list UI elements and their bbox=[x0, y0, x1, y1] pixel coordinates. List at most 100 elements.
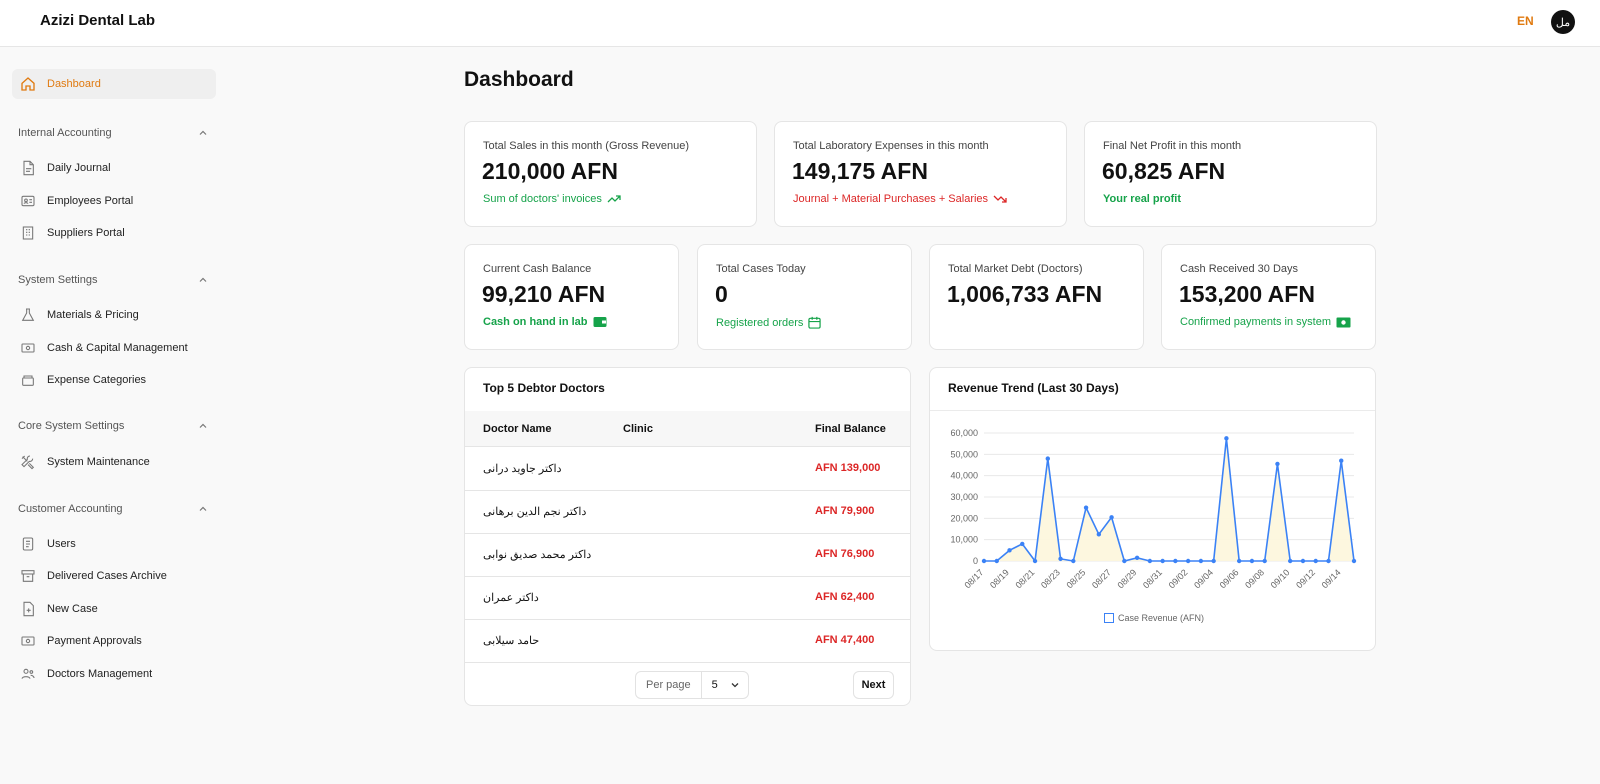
clipboard-icon bbox=[19, 535, 37, 553]
final-balance: AFN 76,900 bbox=[815, 548, 875, 560]
data-point bbox=[981, 558, 987, 564]
sidebar-item-label: System Maintenance bbox=[47, 456, 150, 468]
data-point bbox=[1083, 505, 1089, 510]
id-card-icon bbox=[19, 192, 37, 210]
stat-value: 153,200 AFN bbox=[1179, 281, 1315, 307]
sidebar-item-dashboard[interactable]: Dashboard bbox=[12, 69, 216, 99]
sidebar-item-employees-portal[interactable]: Employees Portal bbox=[12, 186, 216, 216]
stat-note: Journal + Material Purchases + Salaries bbox=[793, 193, 1007, 205]
panel-title: Revenue Trend (Last 30 Days) bbox=[948, 381, 1119, 395]
data-point bbox=[1109, 515, 1114, 520]
column-header-doctor-name[interactable]: Doctor Name bbox=[483, 423, 552, 435]
doctor-name: حامد سیلابی bbox=[483, 635, 540, 647]
stat-note-text: Confirmed payments in system bbox=[1180, 316, 1331, 328]
data-point bbox=[1122, 558, 1127, 564]
x-tick-label: 08/23 bbox=[1039, 567, 1062, 590]
sidebar-item-suppliers-portal[interactable]: Suppliers Portal bbox=[12, 218, 216, 248]
language-switch[interactable]: EN bbox=[1517, 14, 1534, 28]
section-customer-accounting[interactable]: Customer Accounting bbox=[18, 503, 208, 515]
data-point bbox=[1313, 558, 1318, 564]
data-point bbox=[1071, 558, 1076, 564]
stat-label: Cash Received 30 Days bbox=[1180, 263, 1299, 275]
calendar-icon bbox=[808, 316, 822, 329]
section-internal-accounting[interactable]: Internal Accounting bbox=[18, 127, 208, 139]
sidebar-item-users[interactable]: Users bbox=[12, 529, 216, 559]
table-row[interactable]: داکتر جاوید درانی AFN 139,000 bbox=[465, 448, 910, 491]
home-icon bbox=[19, 75, 37, 93]
sidebar-item-label: Doctors Management bbox=[47, 668, 153, 680]
sidebar-item-materials-pricing[interactable]: Materials & Pricing bbox=[12, 300, 216, 330]
x-tick-label: 09/10 bbox=[1269, 567, 1292, 590]
top-bar: Azizi Dental Lab EN مل bbox=[0, 0, 1600, 47]
data-point bbox=[1262, 558, 1267, 564]
stat-label: Total Sales in this month (Gross Revenue… bbox=[483, 140, 690, 152]
stat-card-lab-expenses: Total Laboratory Expenses in this month … bbox=[774, 121, 1067, 227]
stat-card-cases-today: Total Cases Today 0 Registered orders bbox=[697, 244, 912, 350]
sidebar-item-doctors-management[interactable]: Doctors Management bbox=[12, 659, 216, 689]
data-point bbox=[1147, 558, 1153, 564]
per-page-control: Per page 5 bbox=[635, 671, 749, 699]
data-point bbox=[1339, 458, 1344, 463]
stat-card-market-debt: Total Market Debt (Doctors) 1,006,733 AF… bbox=[929, 244, 1144, 350]
doctor-name: داکتر نجم الدین برهانی bbox=[483, 506, 587, 518]
table-row[interactable]: داکتر نجم الدین برهانی AFN 79,900 bbox=[465, 491, 910, 534]
y-tick-label: 30,000 bbox=[950, 492, 978, 502]
data-point bbox=[1249, 558, 1255, 564]
section-system-settings[interactable]: System Settings bbox=[18, 274, 208, 286]
stat-value: 149,175 AFN bbox=[792, 158, 928, 184]
stat-value: 0 bbox=[715, 281, 728, 307]
debtors-panel: Top 5 Debtor Doctors Doctor Name Clinic … bbox=[464, 367, 911, 706]
column-header-final-balance[interactable]: Final Balance bbox=[815, 423, 886, 435]
chevron-up-icon bbox=[199, 506, 207, 511]
app-brand[interactable]: Azizi Dental Lab bbox=[40, 12, 156, 29]
table-row[interactable]: داکتر عمران AFN 62,400 bbox=[465, 577, 910, 620]
column-header-clinic[interactable]: Clinic bbox=[623, 423, 653, 435]
doctor-name: داکتر عمران bbox=[483, 592, 539, 604]
y-tick-label: 20,000 bbox=[950, 513, 978, 523]
y-tick-label: 60,000 bbox=[950, 428, 978, 438]
section-core-system-settings[interactable]: Core System Settings bbox=[18, 420, 208, 432]
layers-icon bbox=[19, 371, 37, 389]
sidebar-item-payment-approvals[interactable]: Payment Approvals bbox=[12, 626, 216, 656]
table-row[interactable]: داکتر محمد صدیق نوابی AFN 76,900 bbox=[465, 534, 910, 577]
file-plus-icon bbox=[19, 600, 37, 618]
x-tick-label: 08/17 bbox=[962, 567, 985, 590]
x-tick-label: 09/02 bbox=[1167, 567, 1190, 590]
chart-legend[interactable]: Case Revenue (AFN) bbox=[1104, 613, 1204, 623]
sidebar-item-new-case[interactable]: New Case bbox=[12, 594, 216, 624]
wallet-icon bbox=[593, 317, 607, 327]
y-tick-label: 10,000 bbox=[950, 535, 978, 545]
sidebar-item-delivered-cases-archive[interactable]: Delivered Cases Archive bbox=[12, 561, 216, 591]
sidebar-item-label: New Case bbox=[47, 603, 98, 615]
next-page-button[interactable]: Next bbox=[853, 671, 894, 699]
table-row[interactable]: حامد سیلابی AFN 47,400 bbox=[465, 620, 910, 663]
data-point bbox=[1300, 558, 1306, 564]
stat-card-net-profit: Final Net Profit in this month 60,825 AF… bbox=[1084, 121, 1377, 227]
doctor-name: داکتر محمد صدیق نوابی bbox=[483, 549, 592, 561]
per-page-select[interactable]: 5 bbox=[702, 679, 748, 691]
avatar[interactable]: مل bbox=[1551, 10, 1575, 34]
section-title: Core System Settings bbox=[18, 420, 125, 432]
sidebar-item-daily-journal[interactable]: Daily Journal bbox=[12, 153, 216, 183]
data-point bbox=[1326, 558, 1331, 564]
stat-value: 99,210 AFN bbox=[482, 281, 606, 307]
data-point bbox=[1032, 558, 1038, 564]
section-title: Customer Accounting bbox=[18, 503, 123, 515]
stat-note: Sum of doctors' invoices bbox=[483, 193, 621, 205]
stat-note: Confirmed payments in system bbox=[1180, 316, 1351, 328]
data-point bbox=[1224, 436, 1229, 441]
users-icon bbox=[19, 665, 37, 683]
chevron-up-icon bbox=[199, 130, 207, 135]
per-page-value: 5 bbox=[711, 679, 718, 691]
data-point bbox=[994, 558, 999, 564]
y-tick-label: 0 bbox=[973, 556, 978, 566]
sidebar-item-expense-categories[interactable]: Expense Categories bbox=[12, 365, 216, 395]
x-tick-label: 08/19 bbox=[988, 567, 1011, 590]
doctor-name: داکتر جاوید درانی bbox=[483, 463, 562, 475]
sidebar: Dashboard Internal Accounting Daily Jour… bbox=[0, 48, 228, 784]
sidebar-item-cash-capital[interactable]: Cash & Capital Management bbox=[12, 333, 216, 363]
data-point bbox=[1236, 558, 1242, 564]
sidebar-item-system-maintenance[interactable]: System Maintenance bbox=[12, 447, 216, 477]
document-icon bbox=[19, 159, 37, 177]
x-tick-label: 09/08 bbox=[1243, 567, 1266, 590]
